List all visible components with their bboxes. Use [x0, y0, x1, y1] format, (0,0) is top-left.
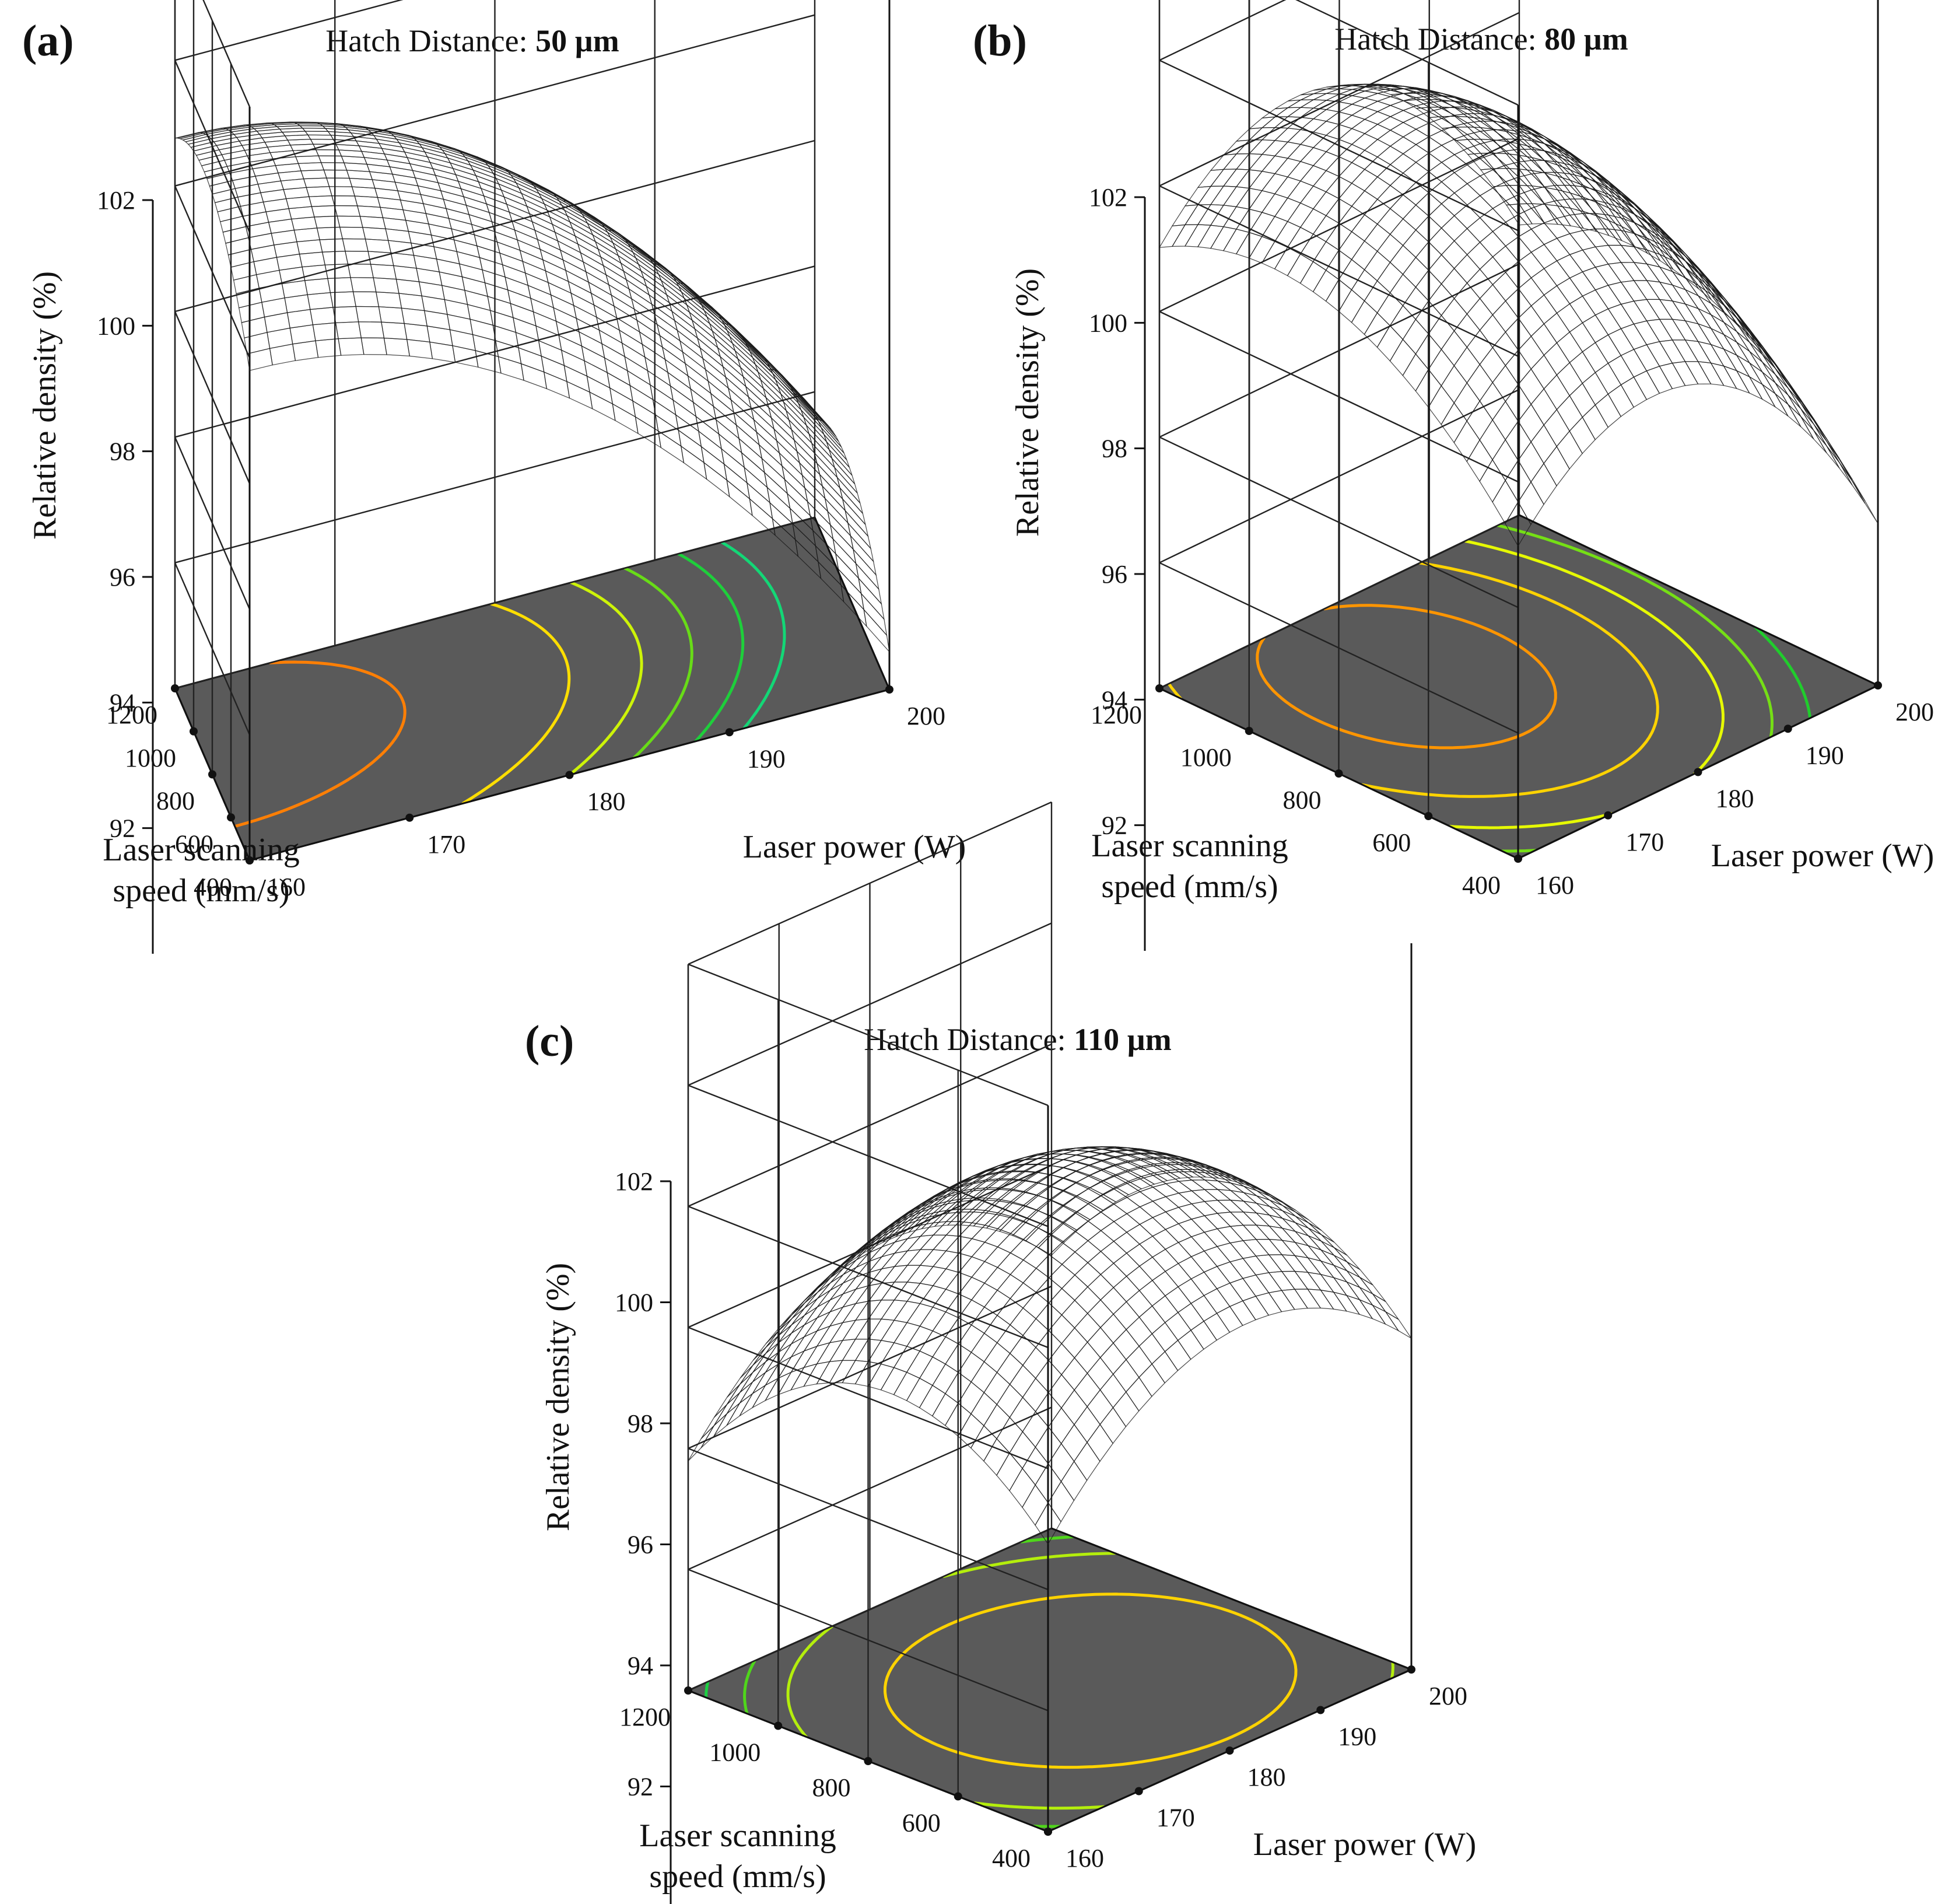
y-tick-label: 800: [1283, 786, 1322, 814]
z-tick-label: 98: [628, 1409, 653, 1438]
y-tick-label: 1000: [1180, 743, 1232, 772]
x-tick-label: 160: [1536, 871, 1574, 900]
y-tick-label: 800: [156, 787, 195, 816]
panel-b: (b) Hatch Distance: 80 µm 92949698100102…: [973, 0, 1934, 951]
x-axis-ticks: 160 170 180 190 200: [246, 685, 945, 901]
y-tick-label: 1200: [106, 701, 157, 729]
x-axis-ticks: 160 170 180 190 200: [1514, 681, 1934, 900]
contour-level-0: [720, 541, 786, 730]
y-axis-ticks: 400 600 800 1000 1200: [1091, 684, 1522, 900]
z-tick-label: 102: [615, 1167, 653, 1196]
y-tick-label: 400: [992, 1844, 1031, 1873]
back-wall-right: [1158, 0, 1520, 690]
z-axis-ticks: 92 94 96 98 100 102: [1089, 183, 1146, 951]
contour-level-0: [705, 1680, 710, 1699]
y-tick-label: 600: [175, 830, 213, 858]
y-tick-label: 1000: [125, 744, 176, 772]
z-tick-label: 96: [110, 563, 135, 592]
contour-level-4: [461, 602, 571, 805]
panel-label: (a): [22, 16, 74, 65]
x-tick-label: 180: [587, 788, 626, 816]
contour-level-3: [884, 1592, 1298, 1769]
z-tick-label: 92: [628, 1773, 653, 1801]
y-axis-label-line2: speed (mm/s): [113, 873, 289, 909]
x-tick-label: 190: [1806, 741, 1844, 769]
x-axis-label: Laser power (W): [1253, 1826, 1476, 1863]
y-axis-label-line1: Laser scanning: [639, 1818, 836, 1854]
x-tick-label: 170: [1625, 828, 1664, 856]
z-tick-label: 98: [110, 438, 135, 466]
x-tick-label: 180: [1247, 1763, 1286, 1791]
contour-level-2: [786, 1552, 1394, 1810]
y-tick-label: 800: [812, 1773, 851, 1802]
contour-level-2: [623, 566, 693, 760]
z-axis-label: Relative density (%): [540, 1263, 576, 1531]
y-tick-label: 600: [1372, 828, 1411, 857]
contour-level-2: [1449, 540, 1725, 830]
z-axis-ticks: 92 94 96 98 100 102: [615, 1167, 672, 1904]
y-tick-label: 600: [902, 1809, 941, 1838]
z-tick-label: 96: [628, 1531, 653, 1559]
contour-lines: [233, 541, 786, 828]
contour-floor: [686, 1527, 1414, 1833]
contour-level-1: [743, 1535, 1075, 1828]
y-tick-label: 1000: [709, 1738, 761, 1767]
x-axis-label: Laser power (W): [1711, 838, 1934, 874]
panel-label: (b): [973, 16, 1027, 65]
contour-level-1: [1496, 524, 1774, 853]
y-axis-ticks: 400 600 800 1000 1200: [106, 684, 254, 901]
y-axis-label-line1: Laser scanning: [1091, 828, 1288, 864]
y-axis-ticks: 400 600 800 1000 1200: [619, 1686, 1052, 1873]
x-tick-label: 180: [1716, 785, 1754, 813]
z-tick-label: 102: [97, 186, 135, 215]
contour-level-5: [233, 660, 406, 828]
back-wall-right: [687, 801, 1053, 1692]
x-tick-label: 200: [907, 702, 945, 730]
z-axis-ticks: 92 94 96 98 100 102: [97, 186, 154, 954]
x-tick-label: 160: [267, 873, 306, 901]
x-tick-label: 190: [1338, 1723, 1376, 1751]
response-surface: [688, 1146, 1412, 1545]
contour-lines: [705, 1535, 1394, 1828]
chart-title: Hatch Distance: 50 µm: [325, 23, 619, 58]
z-axis-label: Relative density (%): [27, 271, 63, 540]
contour-floor: [173, 516, 891, 862]
z-tick-label: 94: [1102, 685, 1127, 714]
x-tick-label: 160: [1066, 1844, 1104, 1873]
x-tick-label: 200: [1429, 1682, 1467, 1710]
x-tick-label: 200: [1895, 698, 1934, 726]
z-tick-label: 100: [1089, 309, 1127, 337]
z-tick-label: 98: [1102, 435, 1127, 463]
panel-label: (c): [525, 1017, 574, 1066]
panel-c: (c) Hatch Distance: 110 µm 92 94 96 98 100 10…: [525, 801, 1476, 1904]
y-axis-label-line2: speed (mm/s): [1101, 869, 1278, 905]
z-tick-label: 100: [615, 1289, 653, 1317]
back-wall-right: [174, 0, 816, 690]
z-tick-label: 96: [1102, 560, 1127, 589]
z-tick-label: 94: [110, 688, 135, 717]
z-tick-label: 102: [1089, 183, 1127, 212]
x-tick-label: 170: [427, 830, 465, 859]
y-axis-label-line1: Laser scanning: [103, 832, 299, 868]
x-tick-label: 170: [1157, 1804, 1195, 1832]
response-surface: [174, 121, 890, 653]
x-tick-label: 190: [747, 744, 786, 773]
y-tick-label: 1200: [1091, 701, 1142, 729]
y-tick-label: 1200: [619, 1703, 671, 1731]
y-tick-label: 400: [1462, 871, 1501, 900]
z-tick-label: 92: [110, 814, 135, 843]
response-surface: [1158, 83, 1879, 547]
chart-title: Hatch Distance: 110 µm: [864, 1022, 1171, 1057]
z-tick-label: 94: [628, 1651, 653, 1680]
x-axis-ticks: 160 170 180 190 200: [1044, 1665, 1467, 1873]
y-axis-label-line2: speed (mm/s): [649, 1859, 826, 1895]
z-tick-label: 100: [97, 312, 135, 340]
z-tick-label: 92: [1102, 811, 1127, 840]
y-tick-label: 400: [194, 873, 232, 901]
x-axis-label: Laser power (W): [743, 829, 966, 865]
panel-a: (a) Hatch Distance: 50 µm 92 94 96 98 100 102…: [22, 0, 966, 954]
z-axis-label: Relative density (%): [1010, 268, 1046, 537]
contour-level-0: [1754, 625, 1812, 720]
